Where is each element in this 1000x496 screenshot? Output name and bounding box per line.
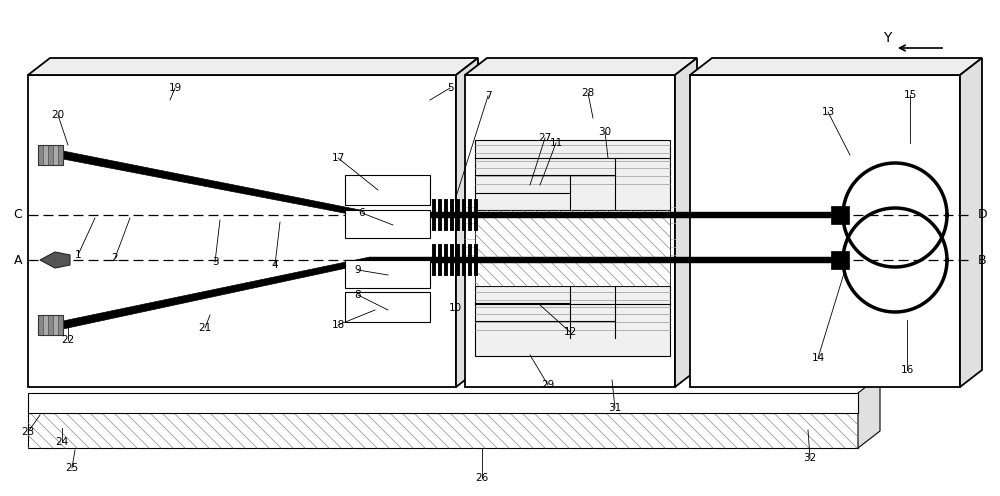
Text: 32: 32 <box>803 453 817 463</box>
Text: C: C <box>13 208 22 222</box>
Bar <box>53 315 58 335</box>
Polygon shape <box>370 257 840 263</box>
Text: 8: 8 <box>355 290 361 300</box>
Polygon shape <box>456 58 478 387</box>
Polygon shape <box>960 58 982 387</box>
Text: 4: 4 <box>272 260 278 270</box>
Bar <box>58 145 63 165</box>
Text: 19: 19 <box>168 83 182 93</box>
Text: 29: 29 <box>541 380 555 390</box>
Text: 24: 24 <box>55 437 69 447</box>
Text: 25: 25 <box>65 463 79 473</box>
Text: 17: 17 <box>331 153 345 163</box>
Bar <box>475 286 670 356</box>
Text: 21: 21 <box>198 323 212 333</box>
Bar <box>58 315 63 335</box>
Text: 5: 5 <box>447 83 453 93</box>
Polygon shape <box>465 58 697 75</box>
Polygon shape <box>858 376 880 448</box>
Text: 28: 28 <box>581 88 595 98</box>
Bar <box>28 393 858 413</box>
Bar <box>38 145 43 165</box>
Bar <box>465 75 675 387</box>
Polygon shape <box>28 58 478 75</box>
Polygon shape <box>63 151 370 218</box>
Text: 10: 10 <box>448 303 462 313</box>
Bar <box>345 260 430 288</box>
Bar <box>475 140 670 210</box>
Polygon shape <box>690 58 982 75</box>
Text: 31: 31 <box>608 403 622 413</box>
Text: 13: 13 <box>821 107 835 117</box>
Text: 18: 18 <box>331 320 345 330</box>
Text: 30: 30 <box>598 127 612 137</box>
Bar <box>475 210 670 286</box>
Text: 11: 11 <box>549 138 563 148</box>
Bar <box>345 210 430 238</box>
Polygon shape <box>40 252 70 268</box>
Polygon shape <box>675 58 697 387</box>
Polygon shape <box>370 212 840 218</box>
Bar <box>43 315 48 335</box>
Bar <box>831 206 849 224</box>
Text: 1: 1 <box>75 250 81 260</box>
Text: 6: 6 <box>359 208 365 218</box>
Text: 23: 23 <box>21 427 35 437</box>
Bar <box>48 145 53 165</box>
Bar <box>38 315 43 335</box>
Text: A: A <box>14 253 22 266</box>
Bar <box>345 175 430 205</box>
Bar <box>28 411 858 448</box>
Text: 22: 22 <box>61 335 75 345</box>
Bar <box>38 315 63 335</box>
Text: 12: 12 <box>563 327 577 337</box>
Bar <box>690 75 960 387</box>
Bar <box>28 75 456 387</box>
Bar <box>38 145 63 165</box>
Text: 14: 14 <box>811 353 825 363</box>
Polygon shape <box>63 257 370 329</box>
Bar <box>43 145 48 165</box>
Bar <box>345 292 430 322</box>
Text: 2: 2 <box>112 253 118 263</box>
Text: Y: Y <box>883 31 891 45</box>
Text: 26: 26 <box>475 473 489 483</box>
Text: 15: 15 <box>903 90 917 100</box>
Bar <box>48 315 53 335</box>
Text: B: B <box>978 253 987 266</box>
Text: D: D <box>978 208 988 222</box>
Bar <box>831 251 849 269</box>
Text: 16: 16 <box>900 365 914 375</box>
Text: 20: 20 <box>51 110 65 120</box>
Text: 7: 7 <box>485 91 491 101</box>
Text: 3: 3 <box>212 257 218 267</box>
Text: 9: 9 <box>355 265 361 275</box>
Bar <box>53 145 58 165</box>
Text: 27: 27 <box>538 133 552 143</box>
